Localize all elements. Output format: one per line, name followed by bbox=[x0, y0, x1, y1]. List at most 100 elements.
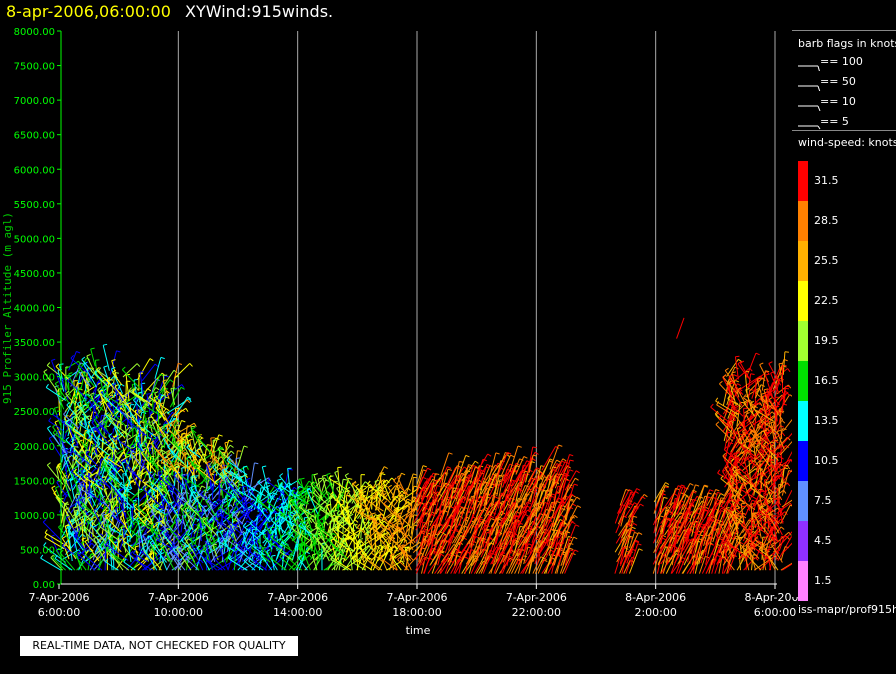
wind-barb bbox=[148, 472, 156, 499]
wind-barb-flag bbox=[92, 445, 97, 449]
wind-barb-flag bbox=[122, 398, 127, 403]
wind-barb-flag bbox=[181, 384, 185, 388]
wind-barb-flag bbox=[64, 507, 69, 510]
wind-barb-flag bbox=[318, 477, 323, 480]
wind-barb-flag bbox=[83, 361, 88, 365]
wind-barb bbox=[85, 453, 99, 467]
wind-barb-flag bbox=[201, 485, 206, 489]
wind-barb-flag bbox=[45, 383, 49, 388]
wind-barb-flag bbox=[116, 488, 121, 492]
wind-barb bbox=[73, 388, 80, 409]
wind-barb bbox=[78, 441, 90, 463]
wind-barb bbox=[103, 391, 121, 404]
wind-barb bbox=[124, 426, 132, 446]
wind-barb bbox=[70, 496, 83, 514]
wind-barb-flag bbox=[70, 354, 74, 359]
wind-barb-flag bbox=[144, 481, 149, 483]
wind-barb-flag bbox=[71, 425, 75, 430]
wind-barb-flag bbox=[81, 422, 86, 426]
wind-barb-flag bbox=[556, 501, 561, 504]
wind-barb bbox=[88, 369, 98, 383]
wind-barb-flag bbox=[85, 450, 90, 455]
wind-barb-flag bbox=[73, 533, 78, 537]
wind-barb-flag bbox=[383, 466, 388, 470]
wind-barb-flag bbox=[64, 374, 69, 377]
wind-barb bbox=[88, 430, 94, 452]
wind-barb-flag bbox=[473, 465, 478, 468]
wind-barb-flag bbox=[54, 380, 59, 385]
wind-barb-flag bbox=[125, 464, 130, 468]
wind-barb-flag bbox=[132, 499, 137, 502]
wind-barb bbox=[135, 441, 138, 465]
wind-barb bbox=[134, 559, 153, 571]
wind-barb bbox=[53, 492, 67, 506]
wind-barb bbox=[147, 417, 153, 433]
wind-barb bbox=[122, 473, 126, 495]
wind-barb-flag bbox=[78, 484, 82, 489]
wind-barb-flag bbox=[137, 391, 142, 394]
wind-barb bbox=[61, 379, 69, 400]
wind-barb-flag bbox=[82, 508, 87, 513]
wind-barb-flag bbox=[47, 425, 51, 429]
wind-barb bbox=[90, 428, 100, 444]
wind-barb bbox=[114, 478, 117, 495]
wind-barb bbox=[84, 432, 87, 448]
wind-barb bbox=[125, 457, 133, 480]
wind-barb bbox=[43, 371, 61, 395]
wind-barb-flag bbox=[665, 482, 670, 486]
wind-barb-flag bbox=[135, 464, 140, 468]
wind-barb bbox=[44, 532, 67, 547]
wind-barb-flag bbox=[299, 500, 304, 504]
wind-barb-flag bbox=[459, 461, 464, 463]
wind-barb-flag bbox=[65, 390, 70, 395]
wind-barb-flag bbox=[569, 498, 574, 501]
wind-barb-flag bbox=[77, 550, 81, 554]
wind-barb bbox=[86, 355, 97, 376]
wind-barb bbox=[86, 377, 90, 395]
wind-barb bbox=[81, 519, 84, 543]
wind-barb-flag bbox=[139, 371, 145, 373]
wind-barb-flag bbox=[246, 477, 251, 481]
wind-barb bbox=[59, 552, 76, 571]
wind-barb-flag bbox=[486, 464, 491, 467]
wind-barb-flag bbox=[65, 524, 70, 527]
wind-barb-flag bbox=[98, 470, 102, 475]
wind-barb-flag bbox=[362, 485, 367, 487]
wind-barb-flag bbox=[101, 495, 106, 499]
wind-barb-flag bbox=[104, 391, 108, 396]
wind-barb bbox=[118, 407, 134, 429]
wind-barb bbox=[109, 350, 117, 375]
wind-barb-flag bbox=[510, 454, 515, 458]
wind-barb-flag bbox=[66, 402, 71, 406]
wind-barb-flag bbox=[62, 542, 66, 547]
wind-barb bbox=[104, 413, 124, 426]
wind-barb-flag bbox=[84, 538, 89, 542]
wind-barb-flag bbox=[495, 452, 500, 455]
wind-barb-flag bbox=[136, 435, 141, 438]
wind-barb-flag bbox=[87, 488, 91, 493]
wind-barb-flag bbox=[167, 533, 171, 538]
wind-barb-flag bbox=[112, 369, 117, 373]
wind-barb bbox=[99, 390, 114, 404]
wind-barb bbox=[45, 386, 67, 401]
wind-barb bbox=[136, 518, 144, 544]
wind-barb bbox=[90, 394, 101, 414]
wind-barb-flag bbox=[72, 426, 76, 431]
wind-barb-flag bbox=[235, 457, 241, 459]
wind-barb bbox=[133, 503, 147, 515]
wind-barb bbox=[126, 511, 135, 526]
wind-barb-flag bbox=[101, 511, 106, 515]
wind-barb bbox=[249, 462, 255, 491]
wind-barb bbox=[64, 416, 82, 433]
wind-barb bbox=[93, 416, 108, 435]
wind-barb-flag bbox=[271, 554, 276, 557]
wind-barb bbox=[65, 533, 83, 556]
wind-barb bbox=[99, 526, 121, 542]
wind-barb-flag bbox=[122, 537, 127, 541]
wind-barb-flag bbox=[577, 505, 582, 509]
wind-barb-flag bbox=[90, 392, 95, 395]
wind-barb bbox=[68, 351, 77, 371]
wind-barb-flag bbox=[299, 542, 304, 545]
wind-barb bbox=[128, 528, 141, 539]
wind-barb-flag bbox=[122, 541, 126, 546]
